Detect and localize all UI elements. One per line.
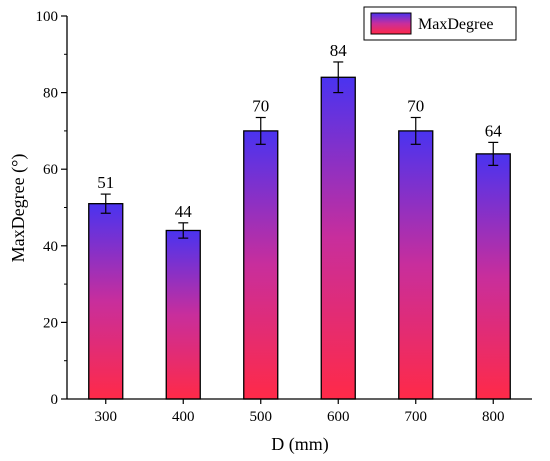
x-tick-label-400: 400	[172, 409, 195, 425]
y-tick-label-20: 20	[43, 315, 58, 331]
y-ticks-group: 0 20 40 60 80 100	[36, 9, 67, 408]
data-label-400: 44	[175, 202, 193, 221]
y-tick-label-80: 80	[43, 86, 58, 102]
x-tick-label-500: 500	[250, 409, 273, 425]
bar-300	[88, 203, 124, 400]
y-tick-label-40: 40	[43, 239, 58, 255]
y-axis-title: MaxDegree (°)	[8, 154, 29, 263]
legend: MaxDegree	[363, 6, 517, 41]
bar-800	[475, 153, 511, 400]
x-tick-label-300: 300	[95, 409, 118, 425]
y-tick-label-100: 100	[36, 9, 59, 25]
bar-600	[320, 76, 356, 400]
x-tick-label-600: 600	[327, 409, 350, 425]
data-label-500: 70	[252, 96, 269, 115]
legend-label: MaxDegree	[418, 16, 494, 33]
x-tick-label-700: 700	[405, 409, 428, 425]
x-ticks-group: 300 400 500 600 700 800	[95, 399, 505, 425]
data-label-300: 51	[97, 173, 114, 192]
bar-500	[243, 130, 279, 400]
data-label-700: 70	[407, 96, 424, 115]
data-labels-group: 51 44 70 84 70 64	[97, 41, 502, 221]
bars-group	[88, 76, 511, 400]
x-axis-title: D (mm)	[271, 434, 329, 455]
y-tick-label-0: 0	[51, 392, 59, 408]
error-bars-group	[100, 61, 499, 239]
legend-swatch	[370, 12, 412, 35]
data-label-800: 64	[485, 121, 503, 140]
bar-400	[165, 229, 201, 400]
x-tick-label-800: 800	[482, 409, 505, 425]
y-tick-label-60: 60	[43, 162, 58, 178]
bar-700	[398, 130, 434, 400]
data-label-600: 84	[330, 41, 348, 60]
